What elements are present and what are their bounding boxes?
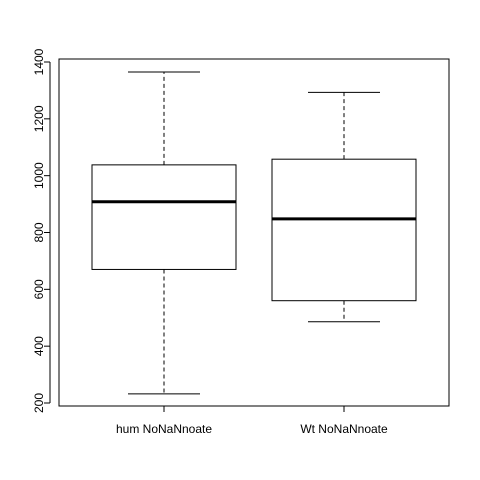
x-category-label-1: hum NoNaNnoate [116, 422, 212, 436]
x-category-label-2: Wt NoNaNnoate [300, 422, 388, 436]
x-axis: hum NoNaNnoate Wt NoNaNnoate [116, 405, 388, 436]
y-tick-label-200: 200 [32, 393, 46, 413]
y-tick-label-400: 400 [32, 336, 46, 356]
y-axis: 200 400 600 800 1000 1200 1400 [32, 48, 51, 413]
box-2 [271, 91, 417, 323]
box-1 [91, 71, 237, 395]
y-tick-label-1000: 1000 [32, 162, 46, 189]
y-tick-label-800: 800 [32, 222, 46, 242]
y-tick-label-1400: 1400 [32, 48, 46, 75]
iqr-box [271, 158, 417, 302]
boxes [91, 71, 417, 395]
iqr-box [91, 164, 237, 270]
y-tick-label-1200: 1200 [32, 105, 46, 132]
y-tick-label-600: 600 [32, 279, 46, 299]
